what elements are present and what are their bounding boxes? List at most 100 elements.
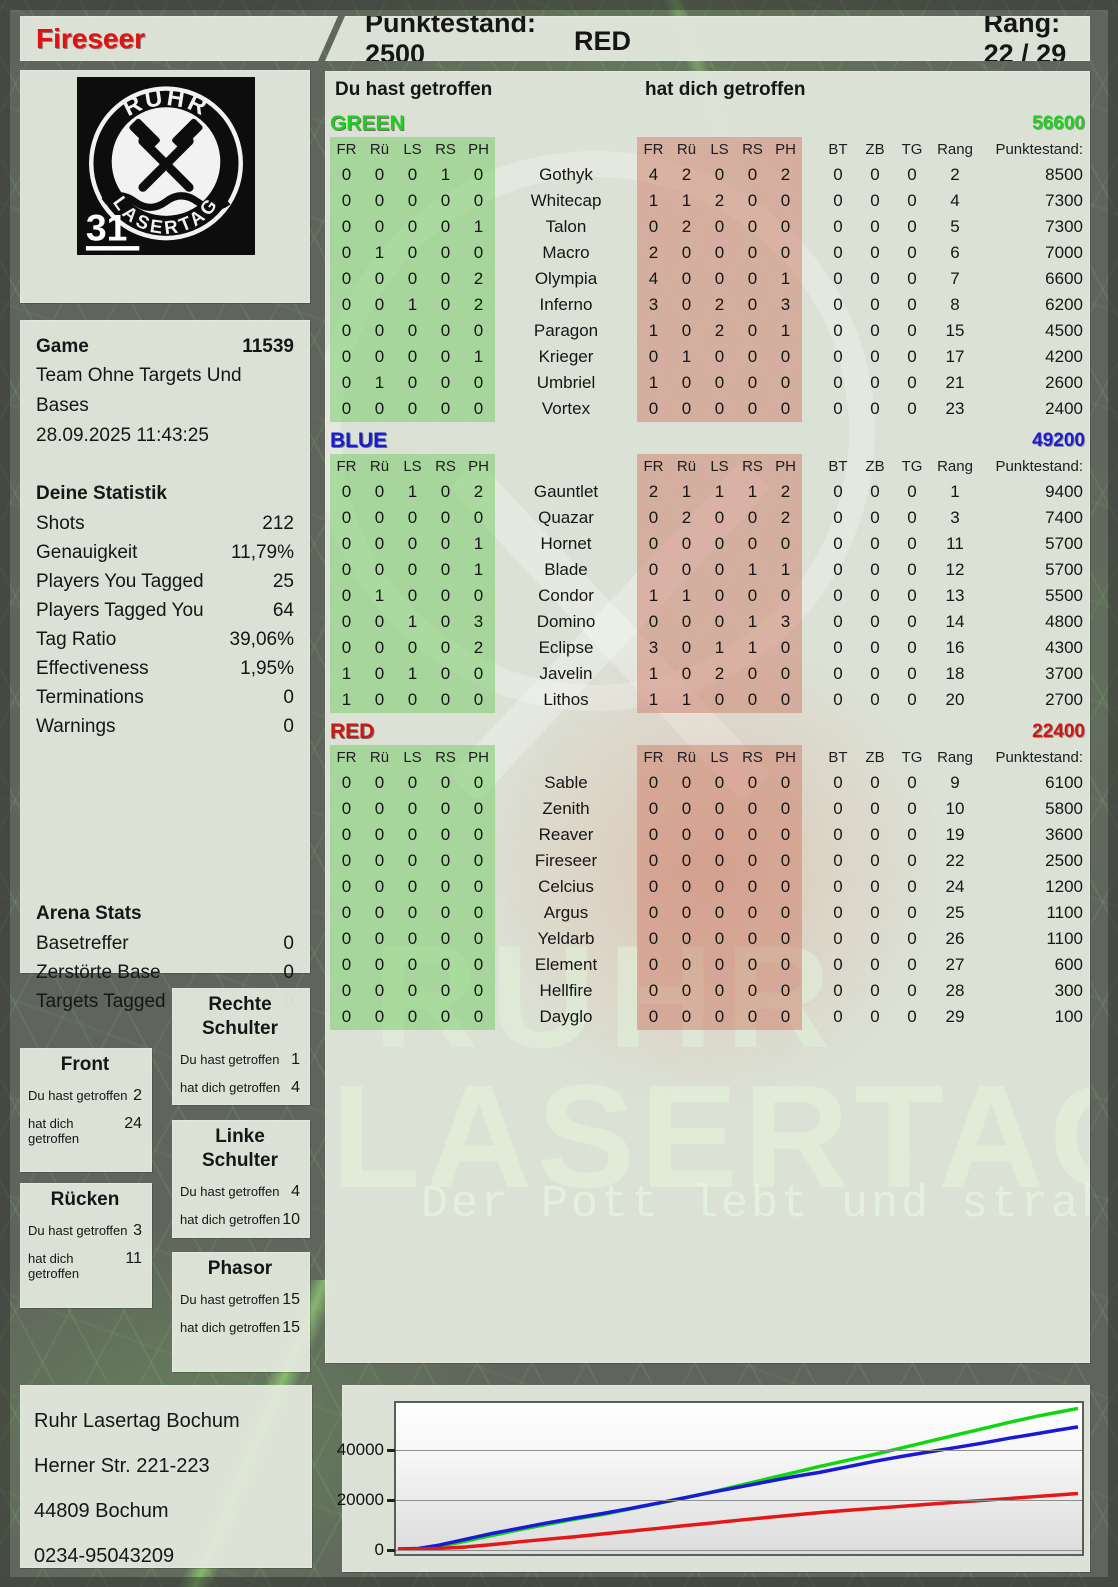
player-row: 0 0 0 0 1 Krieger 0 1 0 0 0 0 0 0 17 4200 (330, 344, 1085, 370)
axis-tick (387, 1499, 395, 1502)
them-hit-cell: 0 (703, 214, 736, 240)
stat-value: 0 (283, 962, 294, 983)
bt-cell: 0 (833, 851, 843, 870)
zb-cell: 0 (870, 690, 880, 709)
rank-cell: 20 (945, 690, 965, 709)
you-hit-cell: 0 (363, 978, 396, 1004)
them-hit-cell: 0 (769, 978, 802, 1004)
your-stats-list: Shots 212 Genauigkeit 11,79% Players You Tag… (36, 509, 294, 741)
them-hit-cell: 1 (637, 318, 670, 344)
rank-cell: 25 (945, 903, 965, 922)
club-logo: RUHR LASERTAG 31 (77, 77, 255, 255)
bt-cell: 0 (833, 799, 843, 818)
team-name: RED (330, 720, 375, 743)
them-hit-cell: 0 (670, 848, 703, 874)
them-hit-cell: 0 (703, 822, 736, 848)
them-hit-cell: 0 (769, 952, 802, 978)
zb-cell: 0 (870, 508, 880, 527)
you-hit-cell: 0 (462, 770, 495, 796)
zb-cell: 0 (870, 295, 880, 314)
them-hit-cell: 0 (637, 214, 670, 240)
spacer (495, 137, 637, 162)
you-hit-cell: 1 (363, 370, 396, 396)
them-hit-label: hat dich getroffen (28, 1251, 80, 1281)
axis-tick-label: 20000 (336, 1490, 384, 1509)
you-hit-value: 3 (133, 1222, 142, 1239)
score-cell: 2400 (1045, 399, 1083, 418)
arena-stats-list: Basetreffer 0 Zerstörte Base 0 Targets Tagge… (36, 929, 294, 1016)
them-hit-cell: 2 (703, 661, 736, 687)
them-hit-cell: 0 (703, 583, 736, 609)
score-table: Du hast getroffen hat dich getroffen GRE… (325, 71, 1090, 1030)
them-hit-cell: 0 (670, 900, 703, 926)
you-hit-cell: 0 (429, 188, 462, 214)
player-row: 0 0 0 0 0 Yeldarb 0 0 0 0 0 0 0 0 26 1100 (330, 926, 1085, 952)
you-hit-cell: 1 (429, 162, 462, 188)
spacer (802, 214, 820, 240)
them-hit-cell: 0 (769, 770, 802, 796)
team-label: RED (574, 26, 632, 56)
them-hit-cell: 0 (637, 505, 670, 531)
game-datetime: 28.09.2025 11:43:25 (36, 425, 209, 446)
venue-name: Ruhr Lasertag Bochum (34, 1410, 240, 1432)
bt-cell: 0 (833, 269, 843, 288)
stat-value: 11,79% (230, 542, 294, 563)
stat-row: Players Tagged You 64 (36, 596, 294, 625)
zb-cell: 0 (870, 347, 880, 366)
them-hit-cell: 3 (769, 292, 802, 318)
spacer (802, 1004, 820, 1030)
scoreboard-panel: RUHR LASERTAG Der Pott lebt und strahlt … (325, 71, 1090, 1363)
you-hit-cell: 0 (396, 796, 429, 822)
them-hit-cell: 0 (736, 292, 769, 318)
col-header: LS (703, 454, 736, 479)
player-name: Macro (542, 243, 590, 262)
you-hit-value: 4 (291, 1183, 300, 1200)
them-hit-cell: 0 (637, 900, 670, 926)
you-hit-cell: 0 (396, 1004, 429, 1030)
player-name: Domino (536, 612, 596, 631)
them-hit-cell: 0 (703, 978, 736, 1004)
player-row: 0 0 0 0 0 Fireseer 0 0 0 0 0 0 0 0 22 2500 (330, 848, 1085, 874)
them-hit-cell: 0 (670, 796, 703, 822)
score-cell: 7300 (1045, 191, 1083, 210)
col-header: Rü (363, 137, 396, 162)
them-hit-cell: 1 (736, 557, 769, 583)
you-hit-cell: 0 (363, 822, 396, 848)
you-hit-cell: 0 (396, 188, 429, 214)
rank-cell: 6 (950, 243, 960, 262)
tg-cell: 0 (907, 1007, 917, 1026)
you-hit-cell: 1 (396, 609, 429, 635)
them-hit-cell: 0 (703, 1004, 736, 1030)
them-hit-cell: 3 (769, 609, 802, 635)
you-hit-label: Du hast getroffen (180, 1184, 280, 1199)
bt-cell: 0 (833, 877, 843, 896)
you-hit-cell: 0 (429, 396, 462, 422)
you-hit-cell: 0 (396, 874, 429, 900)
venue-address-panel: Ruhr Lasertag Bochum Herner Str. 221-223… (20, 1385, 312, 1568)
you-hit-cell: 0 (429, 926, 462, 952)
col-header: Rü (670, 745, 703, 770)
game-mode: Team Ohne Targets Und Bases (36, 365, 242, 416)
bt-cell: 0 (833, 612, 843, 631)
col-header: PH (769, 137, 802, 162)
bt-cell: 0 (833, 534, 843, 553)
score-cell: 2700 (1045, 690, 1083, 709)
you-hit-cell: 0 (330, 214, 363, 240)
tg-cell: 0 (907, 612, 917, 631)
bt-cell: 0 (833, 295, 843, 314)
spacer (802, 687, 820, 713)
bt-cell: 0 (833, 321, 843, 340)
col-header: RS (429, 454, 462, 479)
gridline (396, 1450, 1082, 1451)
col-header: PH (462, 745, 495, 770)
you-hit-cell: 0 (429, 687, 462, 713)
you-hit-cell: 0 (396, 266, 429, 292)
bt-cell: 0 (833, 929, 843, 948)
them-hit-cell: 0 (637, 531, 670, 557)
you-hit-cell: 0 (330, 266, 363, 292)
them-hit-cell: 0 (703, 796, 736, 822)
them-hit-cell: 0 (670, 822, 703, 848)
them-hit-cell: 1 (637, 661, 670, 687)
you-hit-cell: 3 (462, 609, 495, 635)
you-hit-cell: 0 (429, 978, 462, 1004)
